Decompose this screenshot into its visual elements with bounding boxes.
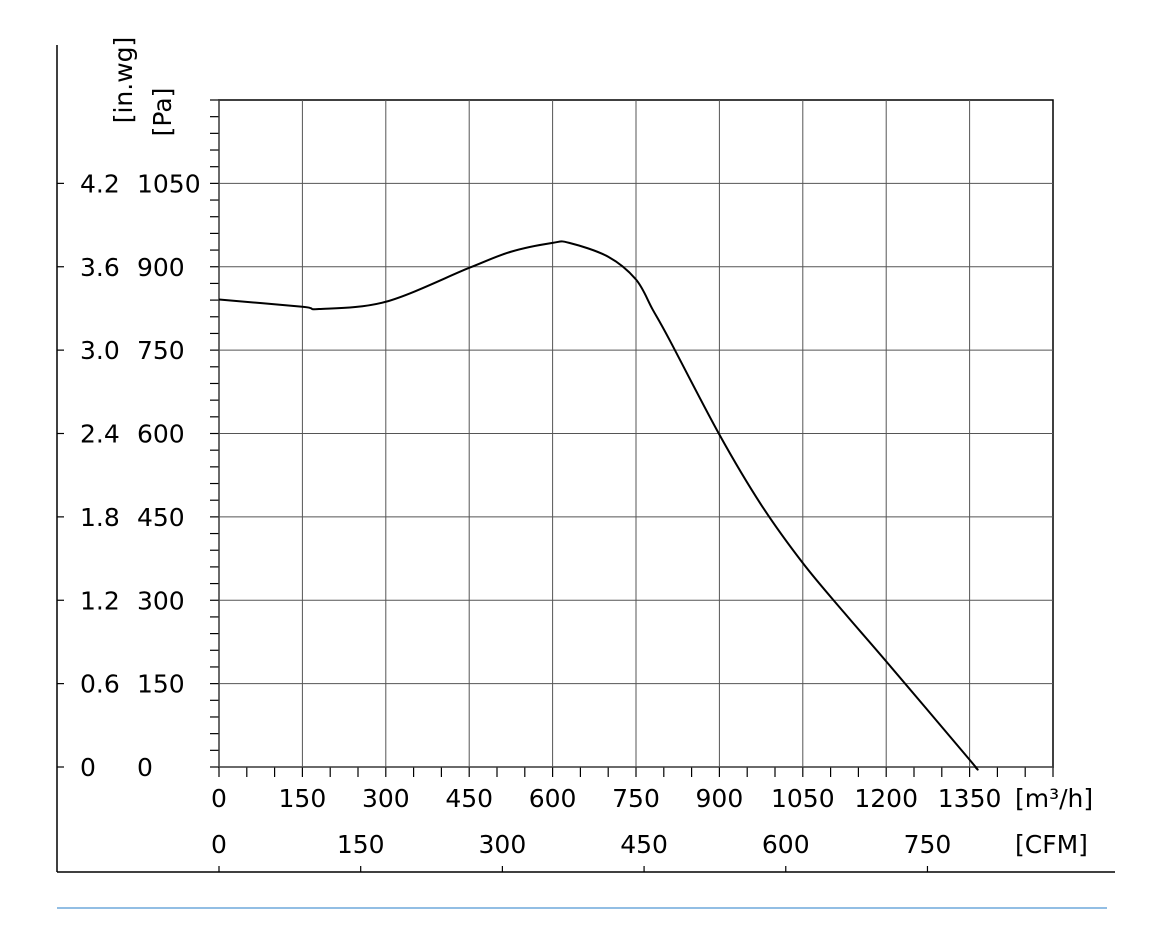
x2-tick-label: 450 [620,830,668,859]
x-tick-label: 450 [445,784,493,813]
y2-tick-label: 2.4 [80,420,120,449]
x2-tick-label: 750 [904,830,952,859]
x-tick-label: 1350 [938,784,1002,813]
x-tick-label: 750 [612,784,660,813]
y2-tick-label: 1.2 [80,586,120,615]
x-tick-label: 600 [529,784,577,813]
y2-tick-label: 1.8 [80,503,120,532]
x2-tick-label: 0 [211,830,227,859]
y-tick-label: 600 [137,420,185,449]
y2-tick-label: 4.2 [80,169,120,198]
x2-tick-label: 150 [337,830,385,859]
x2-tick-label: 300 [479,830,527,859]
x-tick-label: 0 [211,784,227,813]
y-tick-label: 750 [137,336,185,365]
x-tick-label: 1050 [771,784,835,813]
y2-tick-label: 3.6 [80,253,120,282]
y-tick-label: 150 [137,670,185,699]
x2-tick-label: 600 [762,830,810,859]
x-tick-label: 1200 [854,784,918,813]
x-tick-label: 150 [279,784,327,813]
y2-tick-label: 0.6 [80,670,120,699]
x-axis-label: [m³/h] [1015,784,1093,813]
y-tick-label: 900 [137,253,185,282]
y-tick-label: 300 [137,586,185,615]
y2-tick-label: 0 [80,753,96,782]
x2-axis-label: [CFM] [1015,830,1088,859]
y-tick-label: 450 [137,503,185,532]
y-tick-label: 1050 [137,169,201,198]
y-axis-label: [Pa] [148,88,177,137]
y2-axis-label: [in.wg] [109,37,138,124]
curve [218,240,979,771]
x-tick-label: 900 [696,784,744,813]
y2-tick-label: 3.0 [80,336,120,365]
y-tick-label: 0 [137,753,153,782]
x-tick-label: 300 [362,784,410,813]
